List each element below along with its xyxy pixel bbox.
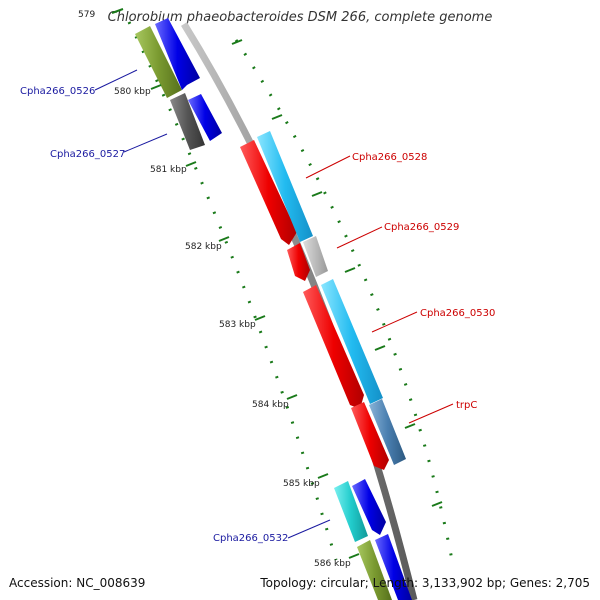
gene-arrow-cpha266-0528 [257, 131, 313, 242]
gene-arrow-blue-2 [188, 94, 222, 141]
gene-label-cpha266-0528: Cpha266_0528 [352, 152, 427, 163]
leader-cpha266-0529 [336, 226, 383, 249]
leader-cpha266-0532 [287, 519, 331, 539]
tick-label-583: 583 kbp [219, 320, 256, 330]
gene-arrow-trpc [369, 399, 406, 465]
gene-arrow-cpha266-0530 [321, 279, 383, 404]
gene-label-cpha266-0527: Cpha266_0527 [50, 149, 125, 160]
tick-mark-586 [348, 553, 360, 559]
gene-label-trpc: trpC [456, 400, 477, 411]
tick-label-584: 584 kbp [252, 400, 289, 410]
gene-arrow-red-4 [351, 402, 389, 470]
leader-trpc [408, 403, 454, 424]
tick-mark-580 [150, 84, 162, 90]
gene-arrow-red-3 [303, 285, 364, 409]
genome-title: Chlorobium phaeobacteroides DSM 266, com… [107, 10, 493, 25]
gene-arrow-blue-4 [375, 534, 412, 600]
gene-label-cpha266-0529: Cpha266_0529 [384, 222, 459, 233]
gene-arrow-red-2 [287, 243, 310, 281]
outer-tick-7 [431, 501, 443, 507]
tick-mark-583 [254, 315, 266, 321]
tick-mark-582 [218, 236, 230, 242]
gene-arrow-olive-1 [135, 26, 182, 98]
outer-tick-6 [404, 423, 416, 429]
genome-summary: Topology: circular; Length: 3,133,902 bp… [260, 576, 590, 590]
tick-label-579: 579 [78, 10, 95, 20]
tick-label-586: 586 kbp [314, 559, 351, 569]
tick-label-581: 581 kbp [150, 165, 187, 175]
outer-tick-2 [271, 114, 283, 120]
tick-mark-579 [111, 8, 124, 14]
gene-arrow-olive-2 [357, 540, 392, 600]
gene-label-cpha266-0530: Cpha266_0530 [420, 308, 495, 319]
gene-arrow-cpha266-0532 [334, 481, 368, 542]
gene-arrow-cpha266-0527 [170, 93, 205, 150]
tick-mark-581 [185, 161, 197, 167]
tick-mark-584 [286, 394, 298, 400]
gene-arrow-cpha266-0526 [155, 18, 200, 90]
tick-mark-585 [317, 473, 329, 479]
leader-cpha266-0530 [371, 311, 418, 333]
gene-arrow-red-1 [240, 140, 297, 245]
gene-arrow-cpha266-0529 [303, 236, 328, 277]
tick-label-580: 580 kbp [114, 87, 151, 97]
accession-label: Accession: NC_008639 [9, 576, 146, 590]
outer-tick-track [234, 39, 454, 561]
leader-cpha266-0527 [123, 133, 168, 153]
tick-label-582: 582 kbp [185, 242, 222, 252]
leader-cpha266-0528 [305, 155, 351, 179]
gene-label-cpha266-0532: Cpha266_0532 [213, 533, 288, 544]
tick-label-585: 585 kbp [283, 479, 320, 489]
gene-arrow-blue-3 [352, 479, 386, 535]
outer-tick-3 [311, 191, 323, 197]
outer-tick-5 [374, 345, 386, 351]
leader-cpha266-0526 [94, 69, 138, 91]
outer-tick-4 [344, 267, 356, 273]
gene-label-cpha266-0526: Cpha266_0526 [20, 86, 95, 97]
outer-tick-1 [231, 39, 243, 45]
